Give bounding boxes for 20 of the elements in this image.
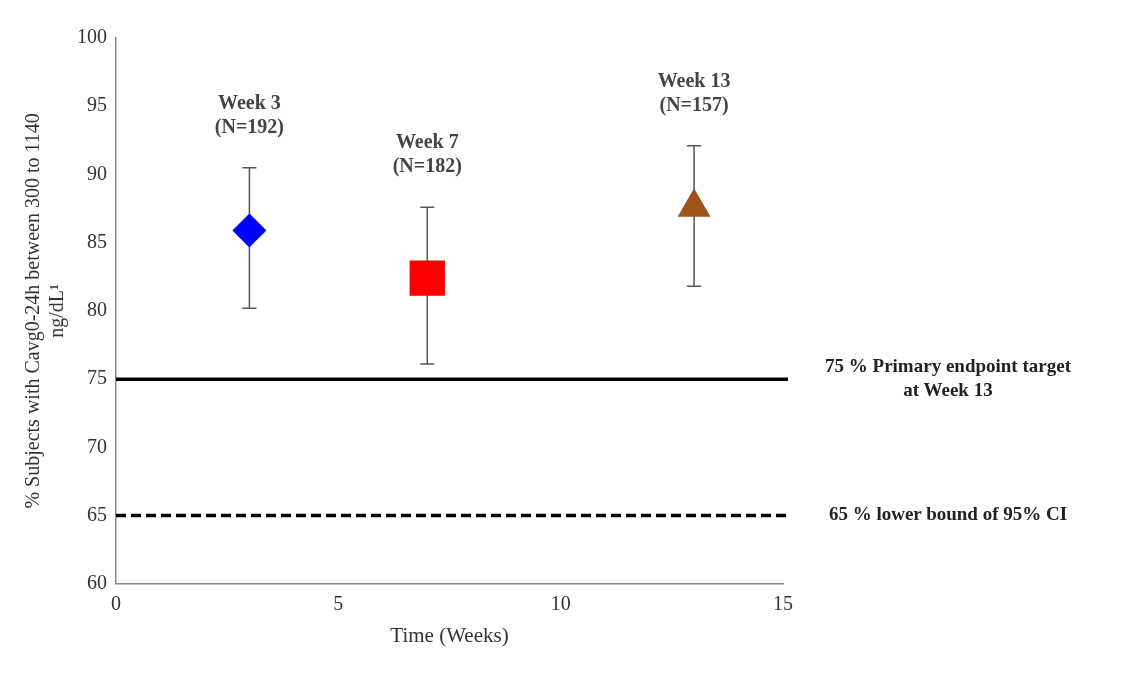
y-tick-label: 75 xyxy=(87,366,107,389)
annotation: Week 13 (N=157) xyxy=(657,68,731,116)
annotation: Week 7 (N=182) xyxy=(392,130,462,178)
annotation: Week 3 (N=192) xyxy=(214,90,284,138)
y-tick-label: 60 xyxy=(87,571,107,594)
y-tick-label: 100 xyxy=(77,25,107,48)
ref-line-label: 75 % Primary endpoint target at Week 13 xyxy=(825,355,1072,401)
x-tick-label: 10 xyxy=(550,592,571,615)
x-tick-label: 0 xyxy=(111,592,121,615)
x-tick-label: 15 xyxy=(773,592,793,615)
y-tick-label: 65 xyxy=(87,502,107,525)
y-axis-title: % Subjects with Cavg0-24h between 300 to 1140 ng/dL¹ xyxy=(21,113,69,509)
y-tick-label: 95 xyxy=(87,93,107,116)
y-tick-label: 70 xyxy=(87,434,107,457)
ref-line-label: 65 % lower bound of 95% CI xyxy=(828,503,1068,525)
y-tick-label: 80 xyxy=(87,298,107,321)
x-tick-label: 5 xyxy=(333,592,344,615)
y-tick-label: 90 xyxy=(87,161,107,184)
x-axis-title: Time (Weeks) xyxy=(390,622,509,647)
y-tick-label: 85 xyxy=(87,229,107,252)
